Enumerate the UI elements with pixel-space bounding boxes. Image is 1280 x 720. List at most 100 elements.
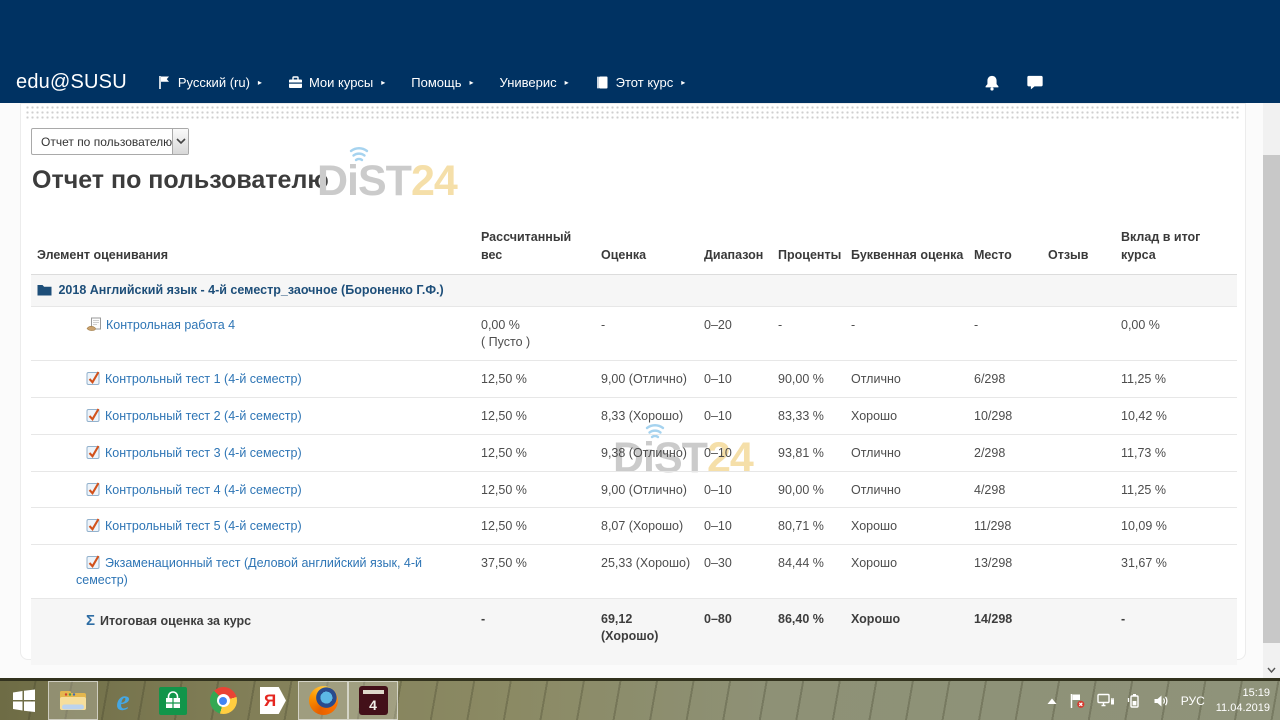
cell-grade: 8,33 (Хорошо) [601,396,704,435]
file-explorer-icon [60,690,86,710]
page-title: Отчет по пользователю [32,166,329,194]
cell-weight: 12,50 % [481,433,601,471]
nav-univeris-label: Универис [499,74,557,90]
chrome-icon [209,687,237,714]
cell-feedback [1048,507,1121,545]
cell-range: 0–10 [704,470,778,508]
cell-contribution: 31,67 % [1121,544,1237,599]
nav-univeris-menu[interactable]: Универис ▸ [500,75,569,90]
assignment-icon [86,317,101,331]
start-button[interactable] [0,681,48,720]
cell-weight: 12,50 % [481,470,601,508]
grade-item-link[interactable]: Контрольный тест 2 (4-й семестр) [105,408,302,423]
nav-language-menu[interactable]: Русский (ru) ▸ [157,75,262,90]
cell-range: 0–10 [704,359,778,398]
cell-letter: - [851,306,974,361]
watermark-text: 24 [410,157,458,205]
site-logo[interactable]: edu@SUSU [16,70,127,93]
grade-item-link[interactable]: Контрольная работа 4 [106,318,236,333]
cell-feedback [1048,306,1121,361]
sigma-icon: Σ [86,612,96,629]
cell-feedback [1048,597,1121,665]
cell-weight: 37,50 % [481,544,601,599]
action-center-flag-button[interactable] [1069,693,1086,709]
file-explorer-button[interactable] [48,681,98,720]
volume-button[interactable] [1153,694,1170,708]
grade-item-link[interactable]: Контрольный тест 5 (4-й семестр) [105,519,302,534]
cell-rank: - [974,306,1048,361]
cell-weight: 12,50 % [481,507,601,545]
language-indicator[interactable]: РУС [1180,693,1205,708]
cell-rank: 10/298 [974,396,1048,435]
vertical-scrollbar[interactable] [1263,103,1280,678]
col-header-item: Элемент оценивания [31,224,481,276]
network-status-button[interactable] [1097,693,1115,708]
cell-contribution: 11,73 % [1121,433,1237,471]
cell-percent: 90,00 % [778,470,851,508]
grade-item-link[interactable]: Контрольный тест 3 (4-й семестр) [105,445,302,460]
messages-chat-icon[interactable] [1027,75,1043,91]
speaker-icon [1154,695,1168,706]
grade-item-link[interactable]: Контрольный тест 1 (4-й семестр) [105,371,302,386]
nav-this-course-label: Этот курс [615,74,674,90]
navbar-menu: edu@SUSU Русский (ru) ▸ Мои курсы ▸ Помо… [0,67,1280,97]
scrollbar-thumb[interactable] [1263,155,1280,643]
grade-report-table: Элемент оценивания Рассчитанный вес Оцен… [31,224,1237,665]
cell-grade: 9,00 (Отлично) [601,359,704,398]
quiz-icon [86,445,100,459]
tray-expand-button[interactable] [1046,696,1058,706]
course-total-row: Σ Итоговая оценка за курс - 69,12 (Хорошо… [31,597,1237,665]
cell-grade: 9,38 (Отлично) [601,433,704,471]
cell-range: 0–10 [704,396,778,435]
power-battery-button[interactable] [1126,693,1142,709]
archive-app-button[interactable]: 4 [348,681,398,720]
col-header-rank: Место [974,224,1048,276]
briefcase-icon [288,75,302,88]
caret-icon: ▸ [564,77,569,87]
notifications-bell-icon[interactable] [984,75,1000,91]
table-row: Контрольный тест 2 (4-й семестр) 12,50 %… [31,396,1237,435]
firefox-button[interactable] [298,681,348,720]
nav-help-label: Помощь [411,74,462,90]
battery-icon [1127,693,1139,708]
nav-this-course-menu[interactable]: Этот курс ▸ [595,74,685,90]
caret-icon: ▸ [381,77,386,87]
chrome-button[interactable] [198,681,248,720]
taskbar-clock[interactable]: 15:19 11.04.2019 [1216,686,1270,716]
nav-help-menu[interactable]: Помощь ▸ [411,75,473,90]
scrollbar-down-button[interactable] [1263,661,1280,678]
cell-contribution: - [1121,597,1237,665]
windows-store-button[interactable] [148,681,198,720]
cell-letter: Хорошо [851,597,974,665]
grade-item-link[interactable]: Экзаменационный тест (Деловой английский… [76,556,423,588]
nav-my-courses-label: Мои курсы [308,74,374,90]
cell-feedback [1048,544,1121,599]
content-card: Отчет по пользователю Отчет по пользоват… [20,103,1246,665]
cell-percent: - [778,306,851,361]
internet-explorer-button[interactable]: e [98,681,148,720]
book-icon [596,76,608,88]
cell-range: 0–80 [704,597,778,665]
windows-logo-icon [13,689,35,712]
grade-item-link[interactable]: Контрольный тест 4 (4-й семестр) [105,482,302,497]
quiz-icon [86,481,100,496]
table-row: Контрольный тест 4 (4-й семестр) 12,50 %… [31,470,1237,508]
cell-range: 0–10 [704,433,778,471]
network-icon [1097,693,1114,707]
cell-grade: 25,33 (Хорошо) [601,544,704,599]
cell-range: 0–30 [704,544,778,599]
nav-my-courses-menu[interactable]: Мои курсы ▸ [288,75,385,90]
cell-range: 0–10 [704,507,778,545]
flag-alert-icon [1070,693,1085,708]
cell-rank: 11/298 [974,507,1048,545]
cell-weight: 0,00 % ( Пусто ) [481,306,601,361]
table-header-row: Элемент оценивания Рассчитанный вес Оцен… [31,224,1237,276]
report-type-select[interactable]: Отчет по пользователю [31,128,189,155]
yandex-browser-button[interactable]: Я [248,681,298,720]
cell-contribution: 10,42 % [1121,396,1237,435]
cell-rank: 13/298 [974,544,1048,599]
category-name: 2018 Английский язык - 4-й семестр_заочн… [58,283,444,298]
table-row: Контрольная работа 4 0,00 % ( Пусто ) - … [31,306,1237,361]
cell-letter: Отлично [851,433,974,471]
cell-weight: 12,50 % [481,396,601,435]
